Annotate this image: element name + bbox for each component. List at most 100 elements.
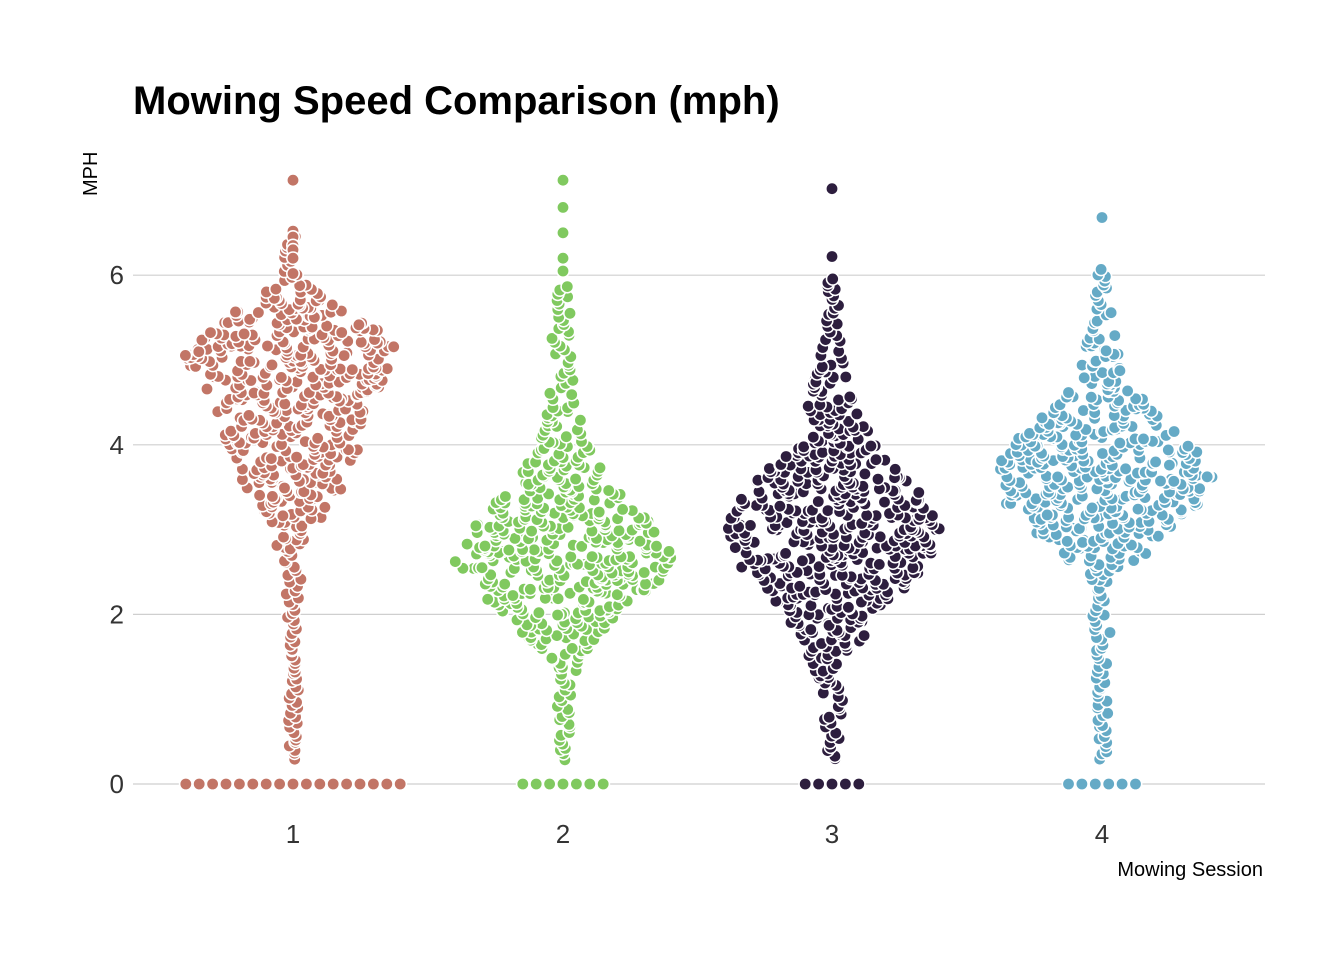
point-session-4 (1084, 390, 1099, 405)
point-session-4 (1200, 469, 1215, 484)
point-session-1 (351, 317, 366, 332)
point-session-1 (265, 489, 280, 504)
zero-point-session-4 (1115, 776, 1130, 791)
point-session-3 (842, 389, 857, 404)
point-session-2 (531, 605, 546, 620)
point-session-3 (806, 430, 821, 445)
x-tick-label-3: 3 (825, 819, 839, 849)
point-session-2 (564, 387, 579, 402)
outlier-session-1 (285, 173, 300, 188)
zero-point-session-2 (542, 776, 557, 791)
point-session-2 (480, 592, 495, 607)
outlier-session-2 (555, 225, 570, 240)
zero-point-session-3 (838, 776, 853, 791)
point-session-4 (1112, 435, 1127, 450)
point-session-3 (838, 369, 853, 384)
zero-point-session-1 (379, 776, 394, 791)
zero-point-session-3 (824, 776, 839, 791)
point-session-4 (1126, 553, 1141, 568)
point-session-2 (562, 306, 577, 321)
point-session-2 (523, 582, 538, 597)
point-session-2 (559, 429, 574, 444)
x-tick-label-4: 4 (1095, 819, 1109, 849)
chart-title: Mowing Speed Comparison (mph) (133, 79, 780, 123)
zero-point-session-4 (1088, 776, 1103, 791)
point-session-4 (1022, 426, 1037, 441)
zero-point-session-1 (272, 776, 287, 791)
zero-point-session-1 (352, 776, 367, 791)
point-session-1 (191, 344, 206, 359)
zero-point-session-2 (529, 776, 544, 791)
point-session-2 (460, 537, 475, 552)
point-session-1 (203, 325, 218, 340)
point-session-2 (563, 549, 578, 564)
outlier-session-3 (824, 249, 839, 264)
point-session-2 (601, 483, 616, 498)
point-session-2 (565, 641, 580, 656)
zero-point-session-1 (192, 776, 207, 791)
point-session-4 (1148, 454, 1163, 469)
point-session-2 (468, 518, 483, 533)
point-session-2 (544, 651, 559, 666)
outlier-session-2 (555, 200, 570, 215)
point-session-3 (772, 499, 787, 514)
point-session-2 (501, 542, 516, 557)
point-session-3 (811, 494, 826, 509)
point-session-2 (542, 386, 557, 401)
point-session-3 (803, 622, 818, 637)
point-session-1 (310, 431, 325, 446)
point-session-2 (568, 471, 583, 486)
point-session-1 (325, 297, 340, 312)
data-points (178, 173, 1220, 791)
point-session-4 (1095, 446, 1110, 461)
point-session-1 (334, 325, 349, 340)
outlier-session-2 (555, 251, 570, 266)
y-tick-label-2: 2 (110, 599, 124, 629)
point-session-4 (1103, 625, 1118, 640)
point-session-1 (178, 348, 193, 363)
y-tick-label-6: 6 (110, 260, 124, 290)
point-session-4 (1104, 305, 1119, 320)
point-session-4 (1162, 458, 1177, 473)
outlier-session-1 (285, 251, 300, 266)
point-session-3 (857, 628, 872, 643)
point-session-3 (849, 406, 864, 421)
point-session-1 (200, 381, 215, 396)
point-session-1 (268, 282, 283, 297)
zero-point-session-1 (339, 776, 354, 791)
point-session-1 (242, 354, 257, 369)
point-session-1 (345, 362, 360, 377)
point-session-3 (863, 438, 878, 453)
point-session-2 (560, 279, 575, 294)
point-session-4 (1118, 461, 1133, 476)
point-session-2 (573, 413, 588, 428)
point-session-2 (637, 565, 652, 580)
point-session-3 (822, 710, 837, 725)
zero-point-session-4 (1128, 776, 1143, 791)
point-session-3 (868, 452, 883, 467)
point-session-1 (228, 304, 243, 319)
point-session-2 (592, 460, 607, 475)
point-session-1 (354, 335, 369, 350)
zero-point-session-1 (219, 776, 234, 791)
zero-point-session-1 (259, 776, 274, 791)
point-session-1 (237, 326, 252, 341)
x-tick-label-1: 1 (286, 819, 300, 849)
point-session-1 (275, 508, 290, 523)
zero-point-session-3 (811, 776, 826, 791)
point-session-1 (264, 357, 279, 372)
point-session-3 (795, 553, 810, 568)
point-session-1 (260, 338, 275, 353)
point-session-2 (649, 539, 664, 554)
point-session-3 (825, 271, 840, 286)
point-session-2 (574, 539, 589, 554)
point-session-3 (815, 359, 830, 374)
point-session-1 (277, 480, 292, 495)
point-session-3 (911, 485, 926, 500)
point-session-2 (638, 576, 653, 591)
zero-point-session-1 (393, 776, 408, 791)
zero-point-session-1 (299, 776, 314, 791)
point-session-3 (888, 462, 903, 477)
zero-point-session-1 (285, 776, 300, 791)
